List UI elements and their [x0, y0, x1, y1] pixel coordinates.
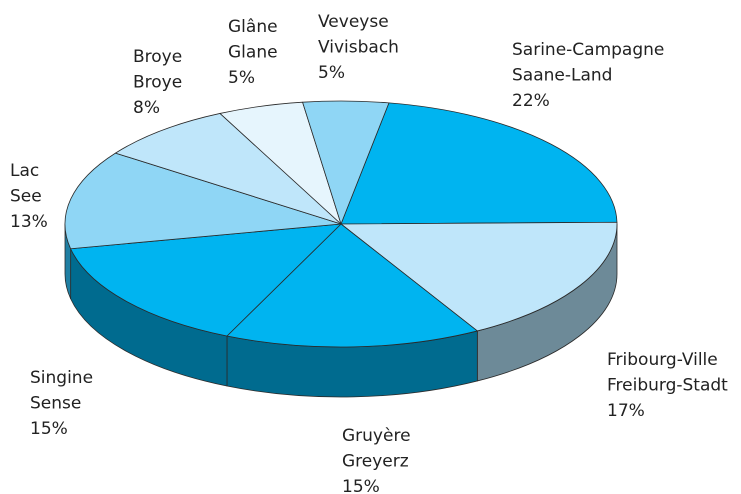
value-label: 17%	[607, 401, 645, 421]
category-label: Vivisbach	[318, 38, 399, 58]
slice-label: Fribourg-Ville Freiburg-Stadt 17%	[607, 350, 728, 421]
category-label: Broye	[133, 47, 182, 67]
slice	[70, 223, 342, 337]
slice	[64, 152, 342, 250]
category-label: Sarine-Campagne	[512, 40, 664, 60]
category-label: Fribourg-Ville	[607, 350, 718, 370]
category-label: Veveyse	[318, 12, 389, 32]
slice	[302, 100, 390, 225]
value-label: 22%	[512, 91, 550, 111]
slice	[115, 113, 342, 225]
value-label: 15%	[30, 419, 68, 439]
category-label: Sense	[30, 394, 81, 414]
slice-label: Gruyère Greyerz 15%	[342, 426, 411, 494]
slice-label: Veveyse Vivisbach 5%	[318, 12, 399, 83]
category-label: Glâne	[228, 17, 278, 37]
slice-label: Singine Sense 15%	[30, 368, 93, 439]
slice	[340, 221, 618, 332]
value-label: 15%	[342, 477, 380, 494]
value-label: 8%	[133, 98, 160, 118]
category-label: Saane-Land	[512, 66, 612, 86]
category-label: Glane	[228, 43, 278, 63]
slice-label: Lac See 13%	[10, 161, 48, 232]
slice	[226, 223, 478, 348]
value-label: 5%	[228, 68, 255, 88]
value-label: 5%	[318, 63, 345, 83]
category-label: See	[10, 187, 42, 207]
value-label: 13%	[10, 212, 48, 232]
category-label: Lac	[10, 161, 39, 181]
slice-label: Glâne Glane 5%	[228, 17, 278, 88]
category-label: Gruyère	[342, 426, 411, 446]
slice-label: Broye Broye 8%	[133, 47, 182, 118]
category-label: Greyerz	[342, 452, 409, 472]
category-label: Freiburg-Stadt	[607, 376, 728, 396]
slice-label: Sarine-Campagne Saane-Land 22%	[512, 40, 664, 111]
category-label: Singine	[30, 368, 93, 388]
category-label: Broye	[133, 73, 182, 93]
slice	[340, 102, 618, 225]
